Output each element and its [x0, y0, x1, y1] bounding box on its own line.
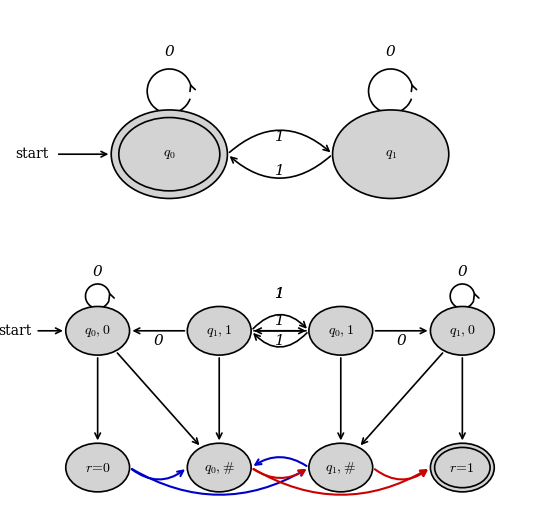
Text: 0: 0 [153, 333, 164, 348]
Text: $q_0,\#$: $q_0,\#$ [204, 460, 235, 476]
Text: 0: 0 [165, 45, 174, 59]
Text: 1: 1 [275, 314, 285, 328]
Ellipse shape [111, 110, 227, 198]
Text: $q_1,\#$: $q_1,\#$ [325, 460, 356, 476]
Text: 1: 1 [275, 130, 285, 145]
Text: $q_1,1$: $q_1,1$ [206, 323, 232, 339]
Ellipse shape [187, 307, 251, 355]
Text: $r\!=\!1$: $r\!=\!1$ [450, 461, 475, 474]
Text: 0: 0 [396, 333, 407, 348]
Text: $q_1,0$: $q_1,0$ [449, 323, 475, 339]
Text: 0: 0 [458, 265, 467, 279]
Text: 1: 1 [275, 333, 285, 348]
Text: $q_0$: $q_0$ [163, 147, 176, 161]
Ellipse shape [431, 443, 494, 492]
Text: 0: 0 [386, 45, 395, 59]
Text: $q_1$: $q_1$ [385, 147, 397, 161]
Text: start: start [16, 147, 49, 161]
Ellipse shape [309, 307, 373, 355]
Text: $r\!=\!0$: $r\!=\!0$ [85, 461, 111, 474]
Ellipse shape [66, 307, 129, 355]
Ellipse shape [431, 307, 494, 355]
Ellipse shape [66, 443, 129, 492]
Text: 1: 1 [275, 164, 285, 178]
Ellipse shape [187, 443, 251, 492]
Ellipse shape [333, 110, 449, 198]
Text: $q_0,1$: $q_0,1$ [328, 323, 354, 339]
Text: start: start [0, 324, 31, 338]
Text: 0: 0 [93, 265, 102, 279]
Text: $q_0,0$: $q_0,0$ [85, 323, 111, 339]
Ellipse shape [309, 443, 373, 492]
Text: 1: 1 [275, 287, 285, 301]
Text: 1: 1 [275, 287, 285, 301]
